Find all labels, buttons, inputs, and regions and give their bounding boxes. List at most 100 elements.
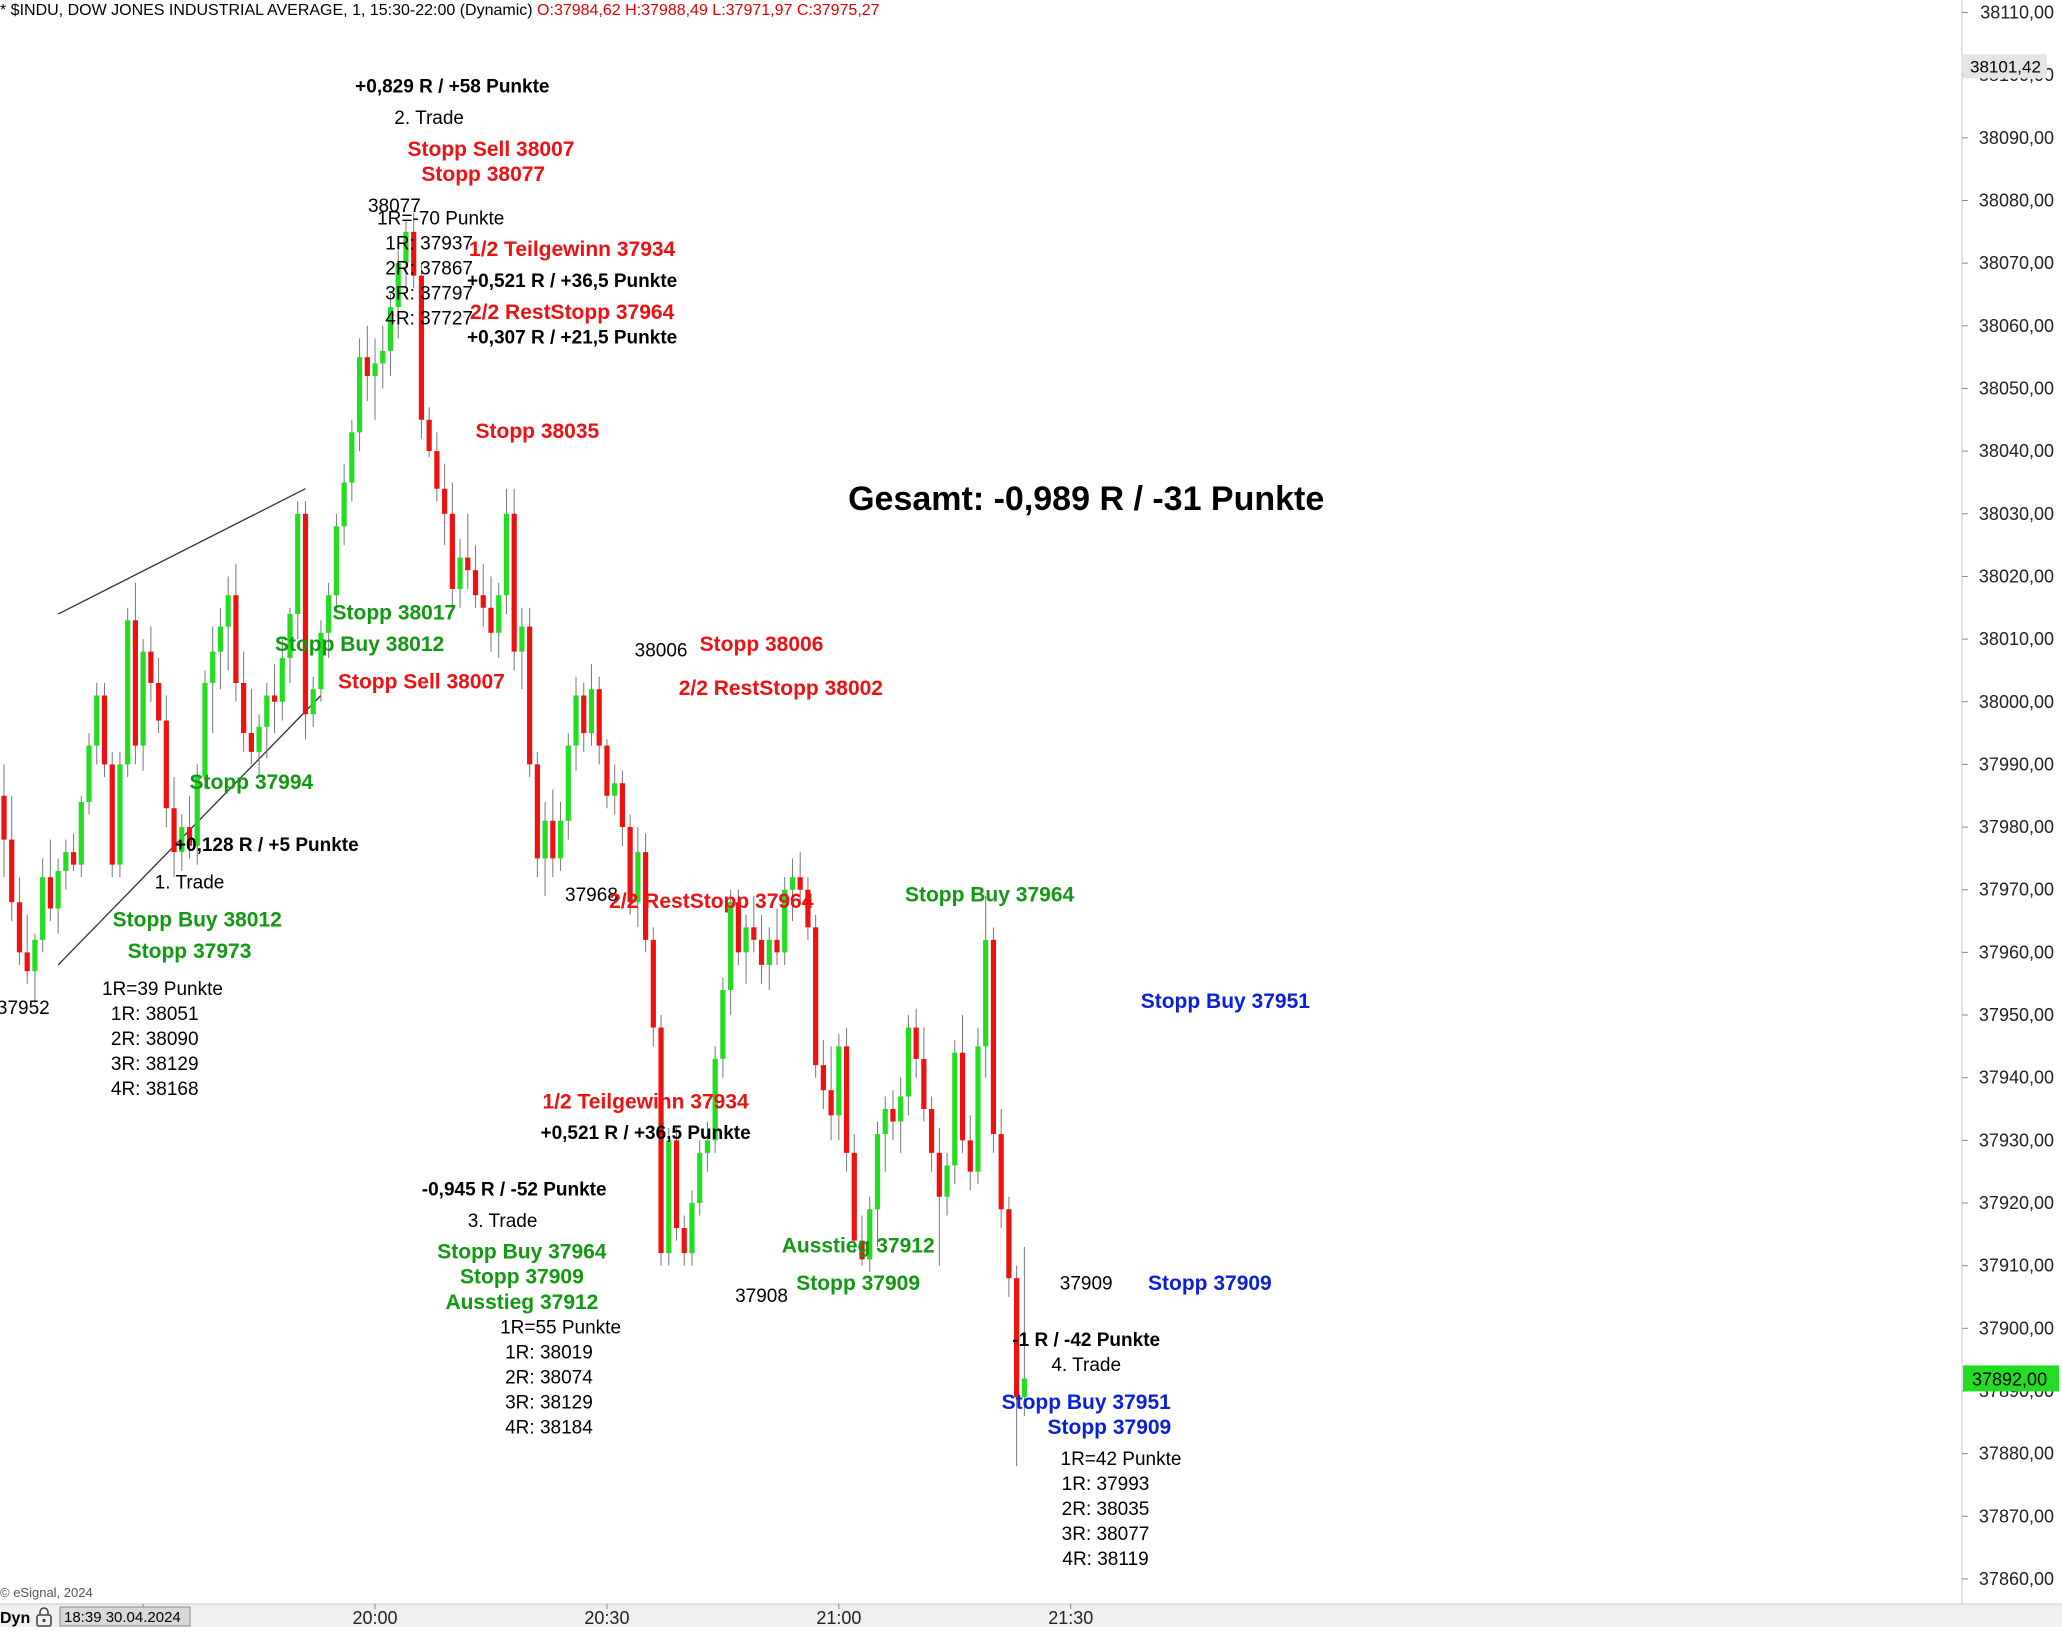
candle[interactable] [318, 620, 324, 702]
candle[interactable] [983, 895, 989, 1078]
candle[interactable] [1, 764, 7, 878]
candle[interactable] [859, 1215, 865, 1266]
candle[interactable] [697, 1140, 703, 1216]
candle[interactable] [148, 626, 154, 702]
candle[interactable] [411, 213, 417, 289]
candle[interactable] [612, 764, 618, 815]
candle[interactable] [86, 733, 92, 815]
candle[interactable] [210, 626, 216, 734]
candle[interactable] [557, 802, 564, 871]
lock-icon[interactable] [36, 1607, 52, 1627]
candle[interactable] [140, 639, 146, 771]
candle[interactable] [766, 927, 772, 990]
candle[interactable] [975, 1027, 981, 1185]
candle[interactable] [689, 1190, 695, 1266]
candle[interactable] [952, 1040, 958, 1185]
candle[interactable] [936, 1127, 942, 1266]
candle[interactable] [735, 889, 741, 965]
candle[interactable] [333, 513, 339, 608]
candle[interactable] [356, 338, 363, 452]
candle[interactable] [588, 664, 595, 746]
price-axis-panel[interactable] [1962, 0, 2062, 1627]
candle[interactable] [40, 858, 46, 953]
candle[interactable] [248, 689, 254, 765]
candle[interactable] [233, 563, 239, 702]
candle[interactable] [132, 582, 139, 765]
candle[interactable] [264, 682, 270, 759]
candle[interactable] [851, 1134, 857, 1254]
candle[interactable] [619, 770, 625, 846]
candle[interactable] [967, 1115, 973, 1191]
candle[interactable] [913, 1008, 919, 1078]
candle[interactable] [101, 682, 108, 777]
candle[interactable] [658, 1015, 664, 1266]
candle[interactable] [998, 1109, 1004, 1229]
candle[interactable] [70, 833, 77, 871]
candle[interactable] [179, 814, 185, 871]
candle[interactable] [24, 914, 30, 984]
candle[interactable] [596, 676, 602, 765]
candle[interactable] [905, 1015, 912, 1116]
candle[interactable] [836, 1033, 842, 1141]
candle[interactable] [472, 545, 479, 608]
candle[interactable] [542, 802, 548, 896]
candle[interactable] [78, 795, 84, 878]
candle[interactable] [202, 670, 208, 790]
candle[interactable] [426, 407, 432, 458]
candle[interactable] [527, 607, 533, 777]
candle[interactable] [310, 676, 316, 727]
candle[interactable] [94, 682, 100, 765]
candle[interactable] [650, 927, 656, 1047]
candle[interactable] [898, 1077, 904, 1153]
candle[interactable] [720, 977, 726, 1078]
candle[interactable] [403, 219, 409, 289]
candle[interactable] [341, 463, 347, 546]
candle[interactable] [418, 263, 425, 439]
candle[interactable] [16, 877, 23, 965]
candle[interactable] [186, 795, 193, 859]
candle[interactable] [959, 1015, 966, 1153]
candle[interactable] [1021, 1246, 1027, 1417]
candle[interactable] [704, 1121, 711, 1172]
candle[interactable] [728, 889, 734, 1016]
candle[interactable] [9, 795, 15, 922]
candle[interactable] [758, 914, 765, 984]
candle[interactable] [496, 582, 502, 658]
candle[interactable] [843, 1027, 850, 1172]
candle[interactable] [782, 877, 788, 965]
candle[interactable] [225, 576, 231, 671]
candle[interactable] [929, 1096, 935, 1172]
candle[interactable] [287, 607, 293, 683]
candle[interactable] [890, 1090, 896, 1141]
candle[interactable] [241, 651, 247, 752]
candle[interactable] [480, 563, 486, 627]
candle[interactable] [387, 294, 394, 376]
candle[interactable] [565, 733, 571, 840]
candle[interactable] [573, 676, 579, 771]
candle[interactable] [534, 751, 540, 878]
candle[interactable] [465, 513, 471, 589]
candle[interactable] [805, 877, 811, 940]
candle[interactable] [55, 858, 61, 934]
candle[interactable] [712, 1046, 718, 1153]
candle[interactable] [256, 714, 262, 777]
candle[interactable] [751, 895, 757, 953]
candle[interactable] [32, 933, 38, 1003]
candle[interactable] [326, 582, 332, 658]
candle[interactable] [395, 250, 401, 339]
time-axis-panel[interactable] [0, 1604, 2062, 1627]
candle[interactable] [604, 739, 610, 809]
candle[interactable] [867, 1196, 873, 1272]
candle[interactable] [372, 338, 378, 420]
candle[interactable] [163, 695, 169, 828]
candle[interactable] [681, 1215, 687, 1266]
candle[interactable] [194, 764, 200, 865]
candle[interactable] [774, 908, 780, 965]
candle[interactable] [642, 833, 649, 953]
candle[interactable] [882, 1096, 888, 1172]
candle[interactable] [627, 814, 633, 915]
candle[interactable] [874, 1121, 881, 1247]
candle[interactable] [279, 639, 285, 721]
candle[interactable] [550, 789, 556, 878]
